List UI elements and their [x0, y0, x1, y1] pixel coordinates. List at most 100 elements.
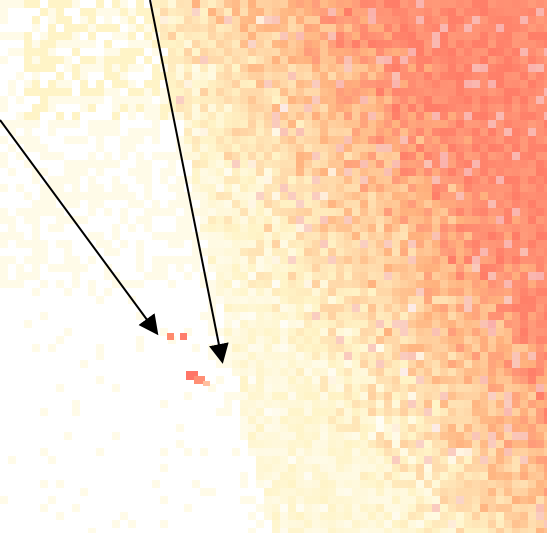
heat-pixel: [480, 136, 488, 144]
heat-pixel: [160, 40, 168, 48]
heat-pixel: [368, 384, 376, 392]
heat-pixel: [64, 288, 72, 296]
heat-pixel: [136, 80, 144, 88]
heat-pixel: [232, 424, 240, 432]
heat-pixel: [56, 48, 64, 56]
heat-pixel: [88, 328, 96, 336]
heat-pixel: [216, 280, 224, 288]
heat-pixel: [328, 128, 336, 136]
heat-pixel: [136, 112, 144, 120]
heat-pixel: [312, 264, 320, 272]
heat-pixel: [224, 424, 232, 432]
heat-pixel: [528, 152, 536, 160]
heat-pixel: [72, 512, 80, 520]
heat-pixel: [384, 160, 392, 168]
heat-pixel: [184, 392, 192, 400]
heat-pixel: [248, 256, 256, 264]
heat-pixel: [232, 504, 240, 512]
heat-pixel: [176, 328, 184, 336]
heat-pixel: [480, 192, 488, 200]
heat-pixel: [144, 208, 152, 216]
heat-pixel: [512, 360, 520, 368]
heat-pixel: [536, 480, 544, 488]
heat-pixel: [312, 216, 320, 224]
heat-pixel: [224, 216, 232, 224]
heat-pixel: [232, 144, 240, 152]
heat-pixel: [16, 464, 24, 472]
heat-pixel: [216, 168, 224, 176]
heat-pixel: [488, 112, 496, 120]
heat-pixel: [40, 168, 48, 176]
heat-pixel: [40, 504, 48, 512]
heat-pixel: [544, 352, 547, 360]
heat-pixel: [264, 216, 272, 224]
heat-pixel: [48, 8, 56, 16]
heat-pixel: [24, 112, 32, 120]
heat-pixel: [456, 88, 464, 96]
heat-pixel: [48, 424, 56, 432]
heat-pixel: [408, 32, 416, 40]
heat-pixel: [280, 424, 288, 432]
heat-pixel: [224, 456, 232, 464]
heat-pixel: [160, 272, 168, 280]
heat-pixel: [408, 56, 416, 64]
heat-pixel: [32, 64, 40, 72]
heat-pixel: [16, 232, 24, 240]
heat-pixel: [256, 152, 264, 160]
heat-pixel: [208, 104, 216, 112]
heat-pixel: [104, 384, 112, 392]
heat-pixel: [136, 32, 144, 40]
heat-pixel: [432, 200, 440, 208]
heat-pixel: [160, 72, 168, 80]
heat-pixel: [80, 80, 88, 88]
heat-pixel: [200, 104, 208, 112]
heat-pixel: [280, 320, 288, 328]
heat-pixel: [48, 232, 56, 240]
heat-pixel: [184, 320, 192, 328]
heat-pixel: [272, 456, 280, 464]
heat-pixel: [440, 24, 448, 32]
heat-pixel: [120, 392, 128, 400]
heat-pixel: [504, 424, 512, 432]
heat-pixel: [536, 496, 544, 504]
heat-pixel: [88, 352, 96, 360]
heat-pixel: [424, 32, 432, 40]
heat-pixel: [80, 96, 88, 104]
heat-pixel: [488, 248, 496, 256]
heat-pixel: [216, 336, 224, 344]
heat-pixel: [200, 200, 208, 208]
heat-pixel: [432, 360, 440, 368]
heat-pixel: [216, 472, 224, 480]
heat-pixel: [112, 392, 120, 400]
heat-pixel: [56, 232, 64, 240]
heat-pixel: [464, 360, 472, 368]
heat-pixel: [224, 368, 232, 376]
heat-pixel: [288, 504, 296, 512]
heat-pixel: [168, 312, 176, 320]
heat-pixel: [416, 144, 424, 152]
heat-pixel: [0, 0, 8, 8]
heat-pixel: [392, 240, 400, 248]
heat-pixel: [32, 360, 40, 368]
heat-pixel: [472, 392, 480, 400]
heat-pixel: [176, 104, 184, 112]
heat-pixel: [328, 120, 336, 128]
heat-pixel: [336, 160, 344, 168]
heat-pixel: [120, 528, 128, 533]
heat-pixel: [360, 64, 368, 72]
heat-pixel: [192, 104, 200, 112]
heat-pixel: [272, 224, 280, 232]
heat-pixel: [272, 408, 280, 416]
heat-pixel: [320, 128, 328, 136]
heat-pixel: [224, 128, 232, 136]
heat-pixel: [192, 344, 200, 352]
heat-pixel: [16, 192, 24, 200]
heat-pixel: [96, 16, 104, 24]
heat-pixel: [112, 152, 120, 160]
heat-pixel: [104, 112, 112, 120]
heat-pixel: [48, 104, 56, 112]
heat-pixel: [344, 184, 352, 192]
heat-pixel: [144, 296, 152, 304]
heat-pixel: [152, 472, 160, 480]
heat-pixel: [440, 264, 448, 272]
